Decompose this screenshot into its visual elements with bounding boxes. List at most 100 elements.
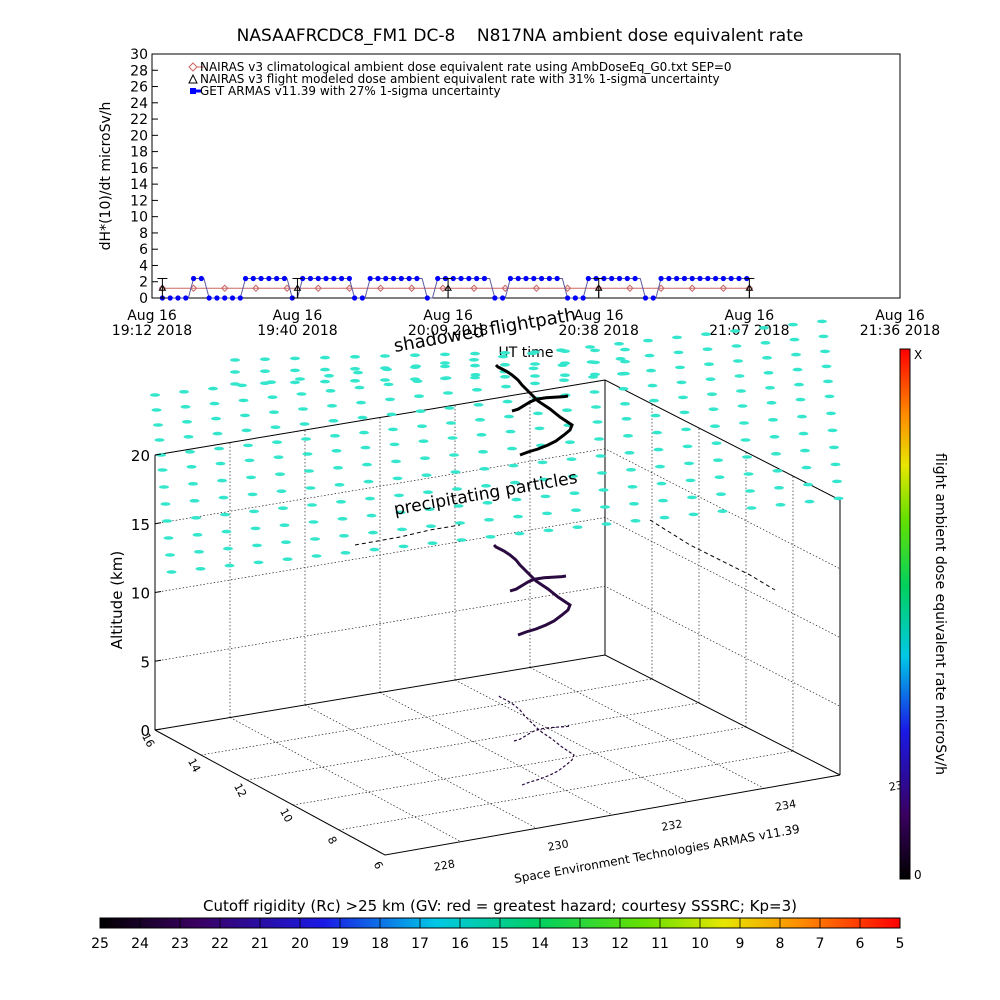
particle-mark [652,430,662,435]
particle-mark [766,401,777,405]
particle-mark [560,361,570,366]
particle-mark [320,379,330,384]
particle-mark [304,469,314,473]
particle-mark [798,431,809,436]
rigidity-y-tick-label: 8 [325,834,340,846]
altitude-tick-label: 0 [140,722,150,740]
particle-mark [267,395,278,400]
y-tick-label: 30 [130,47,148,63]
legend-label: NAIRAS v3 climatological ambient dose eq… [200,60,732,74]
particle-mark [449,453,459,457]
particle-mark [626,468,636,472]
rigidity-colorbar: Cutoff rigidity (Rc) >25 km (GV: red = g… [91,897,904,952]
particle-mark [598,488,609,492]
particle-mark [220,512,230,517]
altitude-tick-label: 20 [131,447,150,465]
particle-mark [307,503,317,507]
particle-mark [629,502,639,506]
altitude-tick-label: 10 [131,585,150,603]
armas-point [338,275,345,282]
armas-point [375,275,381,282]
dose-colorbar-label: flight ambient dose equivalent rate micr… [932,453,948,775]
y-tick-label: 18 [130,145,148,161]
particle-mark [621,417,632,421]
y-tick-label: 0 [139,291,148,307]
particle-mark [327,404,337,408]
y-tick-label: 22 [130,112,148,128]
particle-mark [308,520,319,524]
particle-mark [540,494,551,499]
particle-mark [214,446,224,451]
floor-grid-line [379,692,613,816]
climatological-point [376,284,385,292]
particle-mark [597,471,607,475]
climatological-point [314,284,322,292]
particle-mark [826,411,836,416]
particle-mark [600,505,610,509]
particle-mark [514,531,525,536]
particle-mark [804,499,815,504]
armas-point [390,275,397,282]
climatological-point [563,284,572,292]
armas-point [414,275,420,282]
3d-grid [154,379,841,842]
particle-mark [623,434,633,438]
armas-point [406,275,412,282]
colorbar-tick-label: 22 [211,936,229,952]
particle-mark [440,364,450,369]
armas-point [580,295,586,301]
particle-mark [333,466,343,470]
armas-point [650,295,656,301]
flight-path-shadow-floor [513,725,571,742]
armas-point [331,275,337,282]
particle-mark [763,371,774,375]
colorbar-tick-label: 7 [816,936,825,952]
altitude-tick-mark [154,659,162,662]
armas-point [720,275,726,282]
armas-point [222,295,228,301]
particle-mark [410,353,420,358]
armas-point [712,275,719,282]
particle-mark [701,332,711,337]
armas-point [383,275,389,282]
legend-entry-nairas-climatological: NAIRAS v3 climatological ambient dose eq… [188,60,732,74]
particle-mark [658,498,668,503]
colorbar-tick-label: 13 [571,936,589,952]
colorbar-tick-label: 14 [531,936,549,952]
particle-mark [208,386,218,391]
particle-mark [832,479,842,484]
particle-mark [350,379,360,383]
particle-mark [452,487,462,491]
particle-mark [157,468,168,472]
particle-mark [765,386,775,390]
particle-mark [250,526,261,531]
particle-mark [714,475,725,480]
particle-mark [530,381,540,386]
particle-mark [386,412,397,417]
particle-mark [829,445,839,450]
armas-point [458,275,464,282]
altitude-tick-mark [154,522,162,525]
particle-mark [470,363,480,368]
particle-mark [644,353,655,358]
particle-mark [240,413,250,418]
particle-mark [716,492,726,497]
particle-mark [246,475,256,480]
particle-mark [337,517,348,521]
armas-point [658,275,664,282]
particle-mark [740,438,751,442]
particle-mark [380,366,390,370]
armas-point [624,275,630,282]
particle-mark [504,414,514,419]
rigidity-y-ticks: 16 14 12 10 8 6 [139,731,385,871]
particle-mark [443,391,453,395]
particle-mark [803,482,813,487]
particle-mark [478,450,488,454]
particle-mark [498,354,508,359]
particle-mark [310,537,320,541]
armas-point [266,275,272,282]
particle-mark [774,486,784,490]
particle-mark [369,547,380,552]
particle-mark [615,357,626,361]
